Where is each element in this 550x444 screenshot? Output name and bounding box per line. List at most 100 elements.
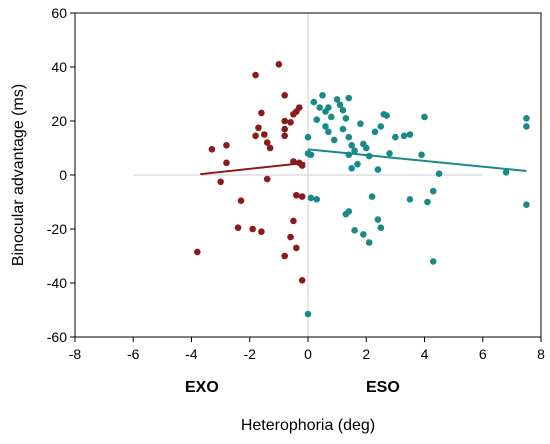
eso-data-point <box>377 224 385 231</box>
eso-data-point <box>330 136 338 144</box>
eso-data-point <box>523 201 530 208</box>
eso-data-point <box>354 160 361 168</box>
exo-data-point <box>252 132 259 140</box>
eso-data-point <box>336 101 344 109</box>
eso-group-label: ESO <box>366 379 400 396</box>
x-tick-label: -2 <box>244 346 257 362</box>
eso-data-point <box>406 196 414 203</box>
exo-data-point <box>298 193 306 200</box>
eso-data-point <box>523 123 530 130</box>
eso-data-point <box>365 239 373 246</box>
exo-data-point <box>223 159 230 167</box>
eso-data-point <box>345 94 353 102</box>
eso-data-point <box>400 132 408 140</box>
exo-data-point <box>281 117 289 125</box>
exo-data-point <box>263 175 271 183</box>
y-tick-label: -40 <box>47 275 67 291</box>
x-tick-label: -4 <box>185 346 198 362</box>
eso-data-point <box>316 104 323 111</box>
exo-data-point <box>258 109 265 117</box>
exo-data-point <box>252 71 259 79</box>
eso-data-point <box>304 310 312 318</box>
trend-lines <box>200 148 527 176</box>
eso-data-point <box>325 104 332 111</box>
exo-data-point <box>223 142 230 149</box>
x-tick-label: 0 <box>304 346 312 362</box>
eso-data-point <box>304 133 312 141</box>
eso-data-point <box>345 133 353 141</box>
eso-data-point <box>502 169 510 176</box>
y-axis-title: Binocular advantage (ms) <box>10 84 27 266</box>
eso-data-point <box>333 96 341 103</box>
eso-data-point <box>383 112 390 119</box>
exo-data-point <box>275 61 283 68</box>
x-tick-label: -8 <box>69 346 82 362</box>
eso-data-point <box>325 128 332 136</box>
eso-data-point <box>351 147 358 154</box>
exo-data-point <box>255 124 262 132</box>
x-tick-label: 2 <box>362 346 370 362</box>
y-tick-label: 0 <box>59 167 67 183</box>
eso-data-point <box>348 142 355 149</box>
y-axis-ticks: 60 40 20 0 -20 -40 -60 <box>47 5 75 345</box>
eso-data-point <box>307 194 315 202</box>
exo-data-point <box>293 244 300 252</box>
eso-data-point <box>348 164 355 172</box>
y-tick-label: -20 <box>47 221 67 237</box>
y-tick-label: 60 <box>51 5 67 21</box>
eso-data-point <box>374 166 382 173</box>
exo-data-point <box>295 104 303 111</box>
eso-data-point <box>342 115 350 122</box>
y-tick-label: 40 <box>51 59 67 75</box>
exo-group-label: EXO <box>185 379 219 396</box>
eso-data-point <box>374 216 382 223</box>
exo-data-point <box>263 139 271 146</box>
exo-data-point <box>194 248 201 256</box>
x-axis-title: Heterophoria (deg) <box>241 417 375 434</box>
eso-data-point <box>418 151 425 159</box>
eso-data-point <box>421 113 428 121</box>
exo-data-point <box>281 125 289 133</box>
exo-data-point <box>261 131 268 138</box>
exo-data-point <box>217 178 224 186</box>
eso-data-point <box>435 170 443 177</box>
x-tick-label: -6 <box>127 346 140 362</box>
data-points <box>194 61 530 318</box>
eso-data-point <box>339 106 347 114</box>
exo-data-point <box>208 146 216 153</box>
eso-data-point <box>313 116 321 123</box>
eso-data-point <box>523 115 530 122</box>
exo-data-point <box>287 233 294 241</box>
exo-data-point <box>281 92 289 99</box>
x-tick-label: 6 <box>479 346 487 362</box>
exo-data-point <box>234 224 242 231</box>
x-tick-label: 8 <box>537 346 545 362</box>
exo-data-point <box>281 132 289 140</box>
eso-data-point <box>406 131 414 138</box>
eso-data-point <box>386 150 393 157</box>
eso-data-point <box>392 133 399 141</box>
eso-trend-line <box>307 148 527 172</box>
eso-data-point <box>322 123 329 130</box>
eso-data-point <box>360 231 367 238</box>
eso-data-point <box>313 196 321 203</box>
exo-data-point <box>237 197 245 204</box>
exo-data-point <box>266 144 274 152</box>
x-tick-label: 4 <box>421 346 429 362</box>
y-tick-label: 20 <box>51 113 67 129</box>
exo-data-point <box>249 225 256 233</box>
eso-data-point <box>351 227 358 234</box>
eso-data-point <box>357 120 364 127</box>
exo-data-point <box>281 252 289 260</box>
exo-data-point <box>258 228 265 235</box>
eso-data-point <box>362 144 370 152</box>
eso-data-point <box>368 193 376 200</box>
eso-data-point <box>371 128 379 136</box>
eso-data-point <box>377 123 385 130</box>
eso-data-point <box>424 198 431 206</box>
x-axis-ticks: -8 -6 -4 -2 0 2 4 6 8 <box>69 337 545 362</box>
exo-data-point <box>293 191 300 199</box>
eso-data-point <box>319 92 326 99</box>
exo-trend-line <box>200 161 306 176</box>
